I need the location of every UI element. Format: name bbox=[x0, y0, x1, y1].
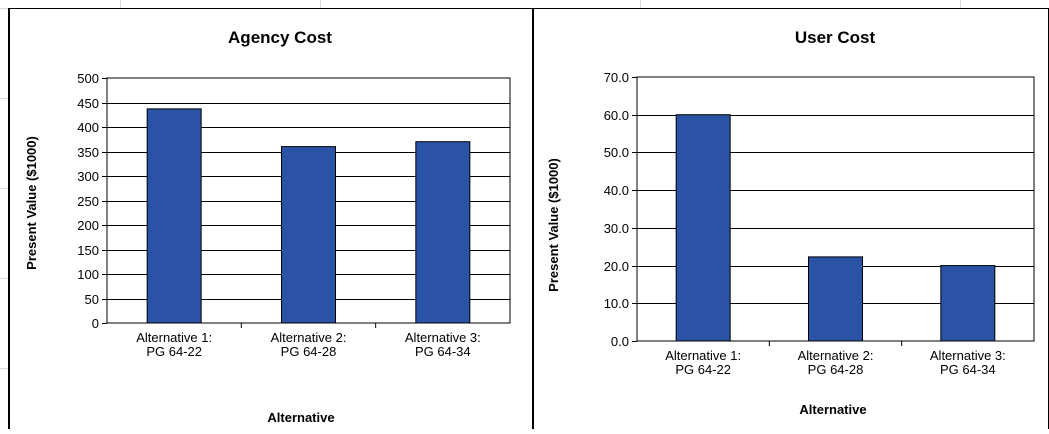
y-tick-label: 100 bbox=[77, 267, 99, 282]
x-tick-label: Alternative 1: PG 64-22 bbox=[136, 330, 212, 359]
bar bbox=[675, 114, 731, 342]
x-axis-label: Alternative bbox=[799, 402, 866, 417]
sheet-gridline bbox=[320, 0, 321, 8]
y-tick-label: 40.0 bbox=[604, 183, 629, 198]
y-tick-label: 0 bbox=[92, 316, 99, 331]
sheet-gridline bbox=[960, 0, 961, 8]
y-tick-label: 50 bbox=[85, 292, 99, 307]
y-tick-label: 300 bbox=[77, 169, 99, 184]
bar bbox=[808, 256, 863, 342]
plot-area: 0.0 10.0 20.0 30.0 40.0 50.0 60.0 70.0 Alternati… bbox=[604, 70, 1035, 377]
y-tick-label: 70.0 bbox=[604, 70, 629, 85]
y-tick-label: 500 bbox=[77, 71, 99, 86]
user-cost-chart-svg: User Cost Present Value ($1000) Alternat… bbox=[546, 28, 1035, 417]
y-axis-label: Present Value ($1000) bbox=[24, 136, 39, 270]
sheet-gridline bbox=[0, 98, 10, 99]
y-tick-label: 250 bbox=[77, 194, 99, 209]
y-tick-label: 400 bbox=[77, 120, 99, 135]
x-tick-label: Alternative 3: PG 64-34 bbox=[405, 330, 481, 359]
agency-cost-chart-svg: Agency Cost Present Value ($1000) Altern… bbox=[24, 28, 511, 425]
x-tick-label: Alternative 3: PG 64-34 bbox=[930, 348, 1006, 377]
y-tick-label: 60.0 bbox=[604, 108, 629, 123]
user-cost-chart[interactable]: User Cost Present Value ($1000) Alternat… bbox=[532, 8, 1049, 429]
sheet-gridline bbox=[0, 368, 10, 369]
agency-cost-chart[interactable]: Agency Cost Present Value ($1000) Altern… bbox=[8, 8, 532, 429]
y-tick-label: 50.0 bbox=[604, 145, 629, 160]
y-tick-label: 350 bbox=[77, 145, 99, 160]
chart-title: Agency Cost bbox=[228, 28, 332, 47]
x-tick-label: Alternative 2: PG 64-28 bbox=[798, 348, 874, 377]
bar bbox=[415, 141, 471, 324]
plot-area: 0 50 100 150 200 250 300 350 400 450 500 Alternativ… bbox=[77, 71, 511, 359]
sheet-gridline bbox=[0, 8, 10, 9]
y-tick-label: 30.0 bbox=[604, 221, 629, 236]
sheet-gridline bbox=[640, 0, 641, 8]
bar bbox=[940, 265, 996, 342]
chart-title: User Cost bbox=[795, 28, 876, 47]
bar bbox=[146, 108, 202, 324]
y-axis-label: Present Value ($1000) bbox=[546, 158, 561, 292]
x-tick-label: Alternative 2: PG 64-28 bbox=[271, 330, 347, 359]
y-tick-label: 450 bbox=[77, 96, 99, 111]
sheet-gridline bbox=[0, 278, 10, 279]
x-tick-label: Alternative 1: PG 64-22 bbox=[665, 348, 741, 377]
y-tick-label: 150 bbox=[77, 243, 99, 258]
bar bbox=[281, 146, 336, 324]
y-tick-label: 200 bbox=[77, 218, 99, 233]
sheet-gridline bbox=[0, 188, 10, 189]
y-tick-label: 20.0 bbox=[604, 259, 629, 274]
x-axis-label: Alternative bbox=[267, 410, 334, 425]
y-tick-label: 10.0 bbox=[604, 296, 629, 311]
y-tick-label: 0.0 bbox=[611, 334, 629, 349]
sheet-gridline bbox=[120, 0, 121, 8]
